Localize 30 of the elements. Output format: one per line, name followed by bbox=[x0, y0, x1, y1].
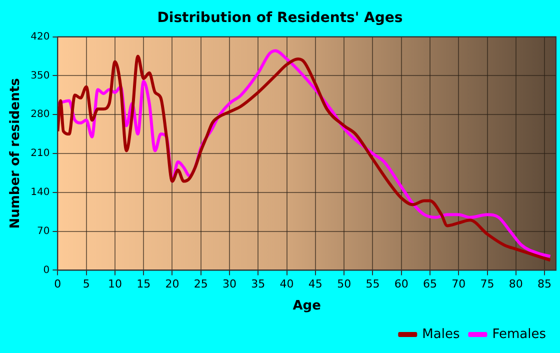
chart-title: Distribution of Residents' Ages bbox=[157, 10, 403, 26]
legend-label: Females bbox=[492, 326, 546, 342]
x-tick-label: 25 bbox=[194, 278, 208, 291]
y-tick-label: 280 bbox=[30, 109, 50, 120]
x-tick-label: 40 bbox=[280, 278, 294, 291]
y-tick-label: 140 bbox=[30, 186, 50, 198]
x-tick-label: 50 bbox=[337, 278, 352, 291]
y-axis-title: Number of residents bbox=[8, 78, 24, 229]
x-tick-label: 60 bbox=[394, 278, 408, 291]
x-tick-label: 80 bbox=[508, 278, 523, 291]
x-tick-label: 85 bbox=[538, 278, 552, 291]
y-tick-label: 70 bbox=[36, 226, 50, 237]
legend-label: Males bbox=[422, 326, 460, 342]
x-tick-label: 10 bbox=[108, 278, 122, 291]
x-tick-label: 70 bbox=[452, 278, 466, 291]
x-tick-label: 35 bbox=[251, 278, 266, 291]
x-tick-label: 65 bbox=[422, 278, 437, 291]
x-tick-label: 15 bbox=[136, 278, 151, 291]
y-tick-label: 350 bbox=[30, 70, 50, 82]
x-tick-label: 55 bbox=[366, 278, 380, 291]
x-tick-label: 75 bbox=[480, 278, 494, 291]
y-tick-label: 0 bbox=[43, 264, 50, 276]
x-tick-label: 20 bbox=[165, 278, 180, 291]
x-tick-label: 45 bbox=[308, 278, 322, 291]
x-tick-label: 0 bbox=[54, 278, 62, 291]
x-axis-title: Age bbox=[292, 298, 322, 314]
y-tick-label: 210 bbox=[30, 148, 50, 160]
x-tick-label: 30 bbox=[222, 278, 237, 291]
x-tick-label: 5 bbox=[82, 278, 90, 291]
y-tick-label: 420 bbox=[30, 31, 50, 42]
